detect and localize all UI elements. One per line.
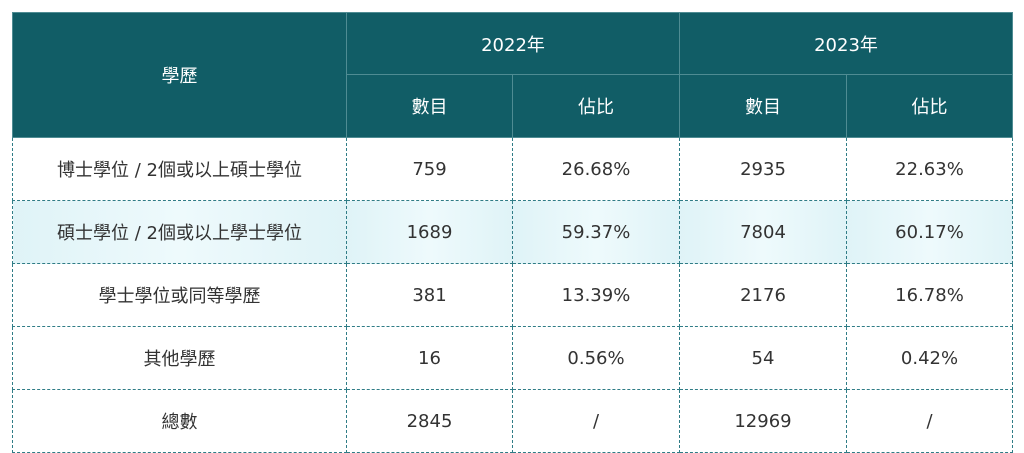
cell: 54: [679, 326, 847, 390]
table-body: 博士學位 / 2個或以上碩士學位 759 26.68% 2935 22.63% 碩士學位 …: [12, 137, 1013, 453]
cell: 2176: [679, 263, 847, 327]
table-row: 總數 2845/12969/: [12, 389, 1013, 453]
row-label: 其他學歷: [12, 326, 347, 390]
cell: 7804: [679, 200, 847, 264]
header-cell: 數目: [346, 74, 513, 138]
cell: 2845: [346, 389, 513, 453]
cell: 16: [346, 326, 513, 390]
table-row: 博士學位 / 2個或以上碩士學位 759 26.68% 2935 22.63%: [12, 137, 1013, 201]
header-cell: 2023年: [679, 12, 1013, 75]
cell: 59.37%: [512, 200, 680, 264]
row-label: 碩士學位 / 2個或以上學士學位: [12, 200, 347, 264]
table-row: 碩士學位 / 2個或以上學士學位 1689 59.37% 7804 60.17%: [12, 200, 1013, 264]
cell: 2935: [679, 137, 847, 201]
cell: 16.78%: [846, 263, 1013, 327]
header-cell: 數目: [679, 74, 847, 138]
cell: 381: [346, 263, 513, 327]
cell: 0.56%: [512, 326, 680, 390]
cell: 26.68%: [512, 137, 680, 201]
cell: /: [512, 389, 680, 453]
header-cell: 佔比: [512, 74, 680, 138]
cell: 0.42%: [846, 326, 1013, 390]
header-cell: 2022年: [346, 12, 680, 75]
cell: 1689: [346, 200, 513, 264]
table-row: 學士學位或同等學歷 381 13.39% 2176 16.78%: [12, 263, 1013, 327]
header-cell: 佔比: [846, 74, 1013, 138]
row-label: 總數: [12, 389, 347, 453]
cell: 759: [346, 137, 513, 201]
table-row: 其他學歷 16 0.56% 54 0.42%: [12, 326, 1013, 390]
cell: 13.39%: [512, 263, 680, 327]
row-label: 學士學位或同等學歷: [12, 263, 347, 327]
header-cell: 學歷: [12, 12, 347, 138]
cell: 12969: [679, 389, 847, 453]
education-table: 學歷 2022年 2023年 數目 佔比 數目 佔比 博士學位 / 2個或以上碩…: [12, 12, 1013, 453]
cell: 60.17%: [846, 200, 1013, 264]
cell: /: [846, 389, 1013, 453]
cell: 22.63%: [846, 137, 1013, 201]
row-label: 博士學位 / 2個或以上碩士學位: [12, 137, 347, 201]
